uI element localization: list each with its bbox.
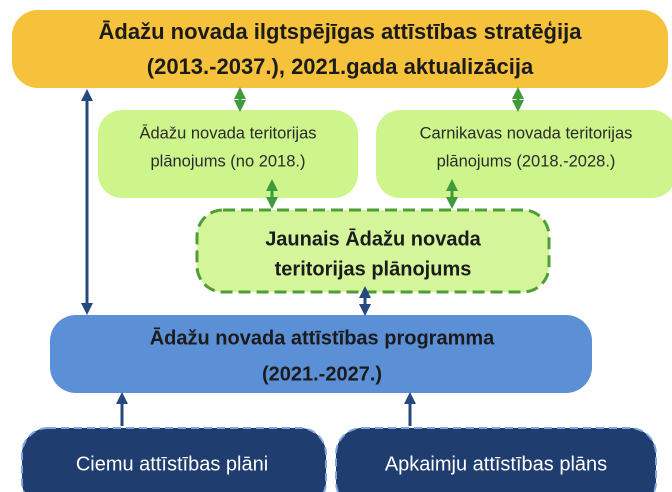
node-label: teritorijas plānojums	[275, 258, 472, 280]
node-label: plānojums (no 2018.)	[150, 152, 305, 170]
programme-box	[50, 315, 592, 393]
strategy-box	[12, 10, 668, 88]
villages-box	[21, 427, 327, 492]
new-plan-box	[195, 208, 551, 294]
node-label: Jaunais Ādažu novada	[265, 228, 481, 250]
node-label: Ādažu novada attīstības programma	[150, 327, 495, 349]
arrows	[81, 87, 524, 426]
node-label: Apkaimju attīstības plāns	[385, 453, 607, 475]
node-label: Ādažu novada ilgtspējīgas attīstības str…	[99, 19, 583, 44]
node-label: (2013.-2037.), 2021.gada aktualizācija	[147, 54, 534, 79]
node-label: (2021.-2027.)	[262, 363, 382, 385]
node-label: plānojums (2018.-2028.)	[437, 152, 616, 170]
node-label: Carnikavas novada teritorijas	[420, 124, 633, 142]
carnikava-plan-box	[376, 110, 672, 198]
neighbourhoods-box	[335, 427, 657, 492]
adazi-plan-box	[98, 110, 358, 198]
node-label: Ciemu attīstības plāni	[76, 453, 268, 475]
node-label: Ādažu novada teritorijas	[139, 124, 316, 142]
